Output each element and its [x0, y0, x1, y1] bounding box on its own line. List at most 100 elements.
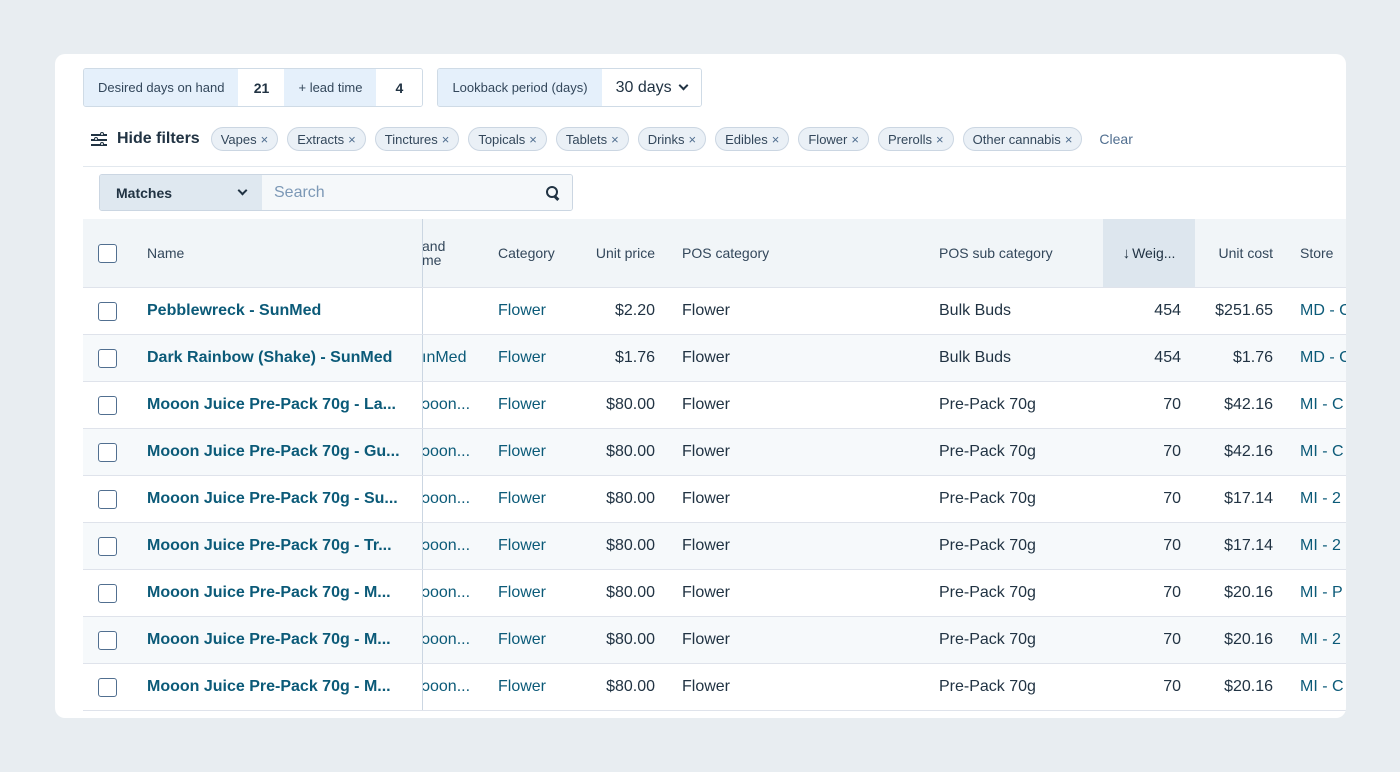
controls-row: Desired days on hand 21 + lead time 4 Lo… [83, 68, 702, 107]
row-category-link[interactable]: Flower [498, 490, 547, 507]
row-store-link[interactable]: MI - 2 [1300, 537, 1341, 554]
row-store-link[interactable]: MI - P [1300, 584, 1343, 601]
close-icon[interactable]: × [441, 131, 450, 147]
divider [83, 166, 1346, 167]
close-icon[interactable]: × [851, 131, 859, 147]
close-icon[interactable]: × [260, 131, 269, 147]
column-header-brand[interactable]: and me [422, 219, 482, 287]
table-row[interactable]: Mooon Juice Pre-Pack 70g - Su... ɔoon... F… [83, 476, 1346, 523]
row-checkbox[interactable] [98, 476, 118, 522]
row-store-link[interactable]: MD - C [1300, 349, 1346, 366]
hide-filters-button[interactable]: Hide filters [91, 130, 200, 148]
filter-chip[interactable]: Extracts × [287, 127, 366, 151]
row-name-link[interactable]: Mooon Juice Pre-Pack 70g - M... [147, 631, 391, 648]
column-header-unit-cost[interactable]: Unit cost [1218, 245, 1273, 261]
table-row[interactable]: Mooon Juice Pre-Pack 70g - Gu... ɔoon... F… [83, 429, 1346, 476]
row-store-link[interactable]: MI - 2 [1300, 490, 1341, 507]
row-category-link[interactable]: Flower [498, 631, 547, 648]
row-brand: ɔoon... [422, 443, 471, 460]
row-name-link[interactable]: Mooon Juice Pre-Pack 70g - Su... [147, 490, 398, 507]
close-icon[interactable]: × [529, 131, 537, 147]
row-name-link[interactable]: Mooon Juice Pre-Pack 70g - M... [147, 678, 391, 695]
close-icon[interactable]: × [1064, 131, 1073, 147]
row-checkbox[interactable] [98, 570, 118, 616]
row-checkbox[interactable] [98, 617, 118, 663]
row-name-link[interactable]: Pebblewreck - SunMed [147, 302, 322, 319]
row-category-link[interactable]: Flower [498, 678, 547, 695]
filter-chip[interactable]: Prerolls × [877, 127, 954, 151]
row-pos-category: Flower [682, 396, 731, 413]
row-name-link[interactable]: Mooon Juice Pre-Pack 70g - Tr... [147, 537, 392, 554]
column-header-store[interactable]: Store [1300, 245, 1334, 261]
row-checkbox[interactable] [98, 288, 118, 334]
row-pos-sub-category: Pre-Pack 70g [939, 631, 1036, 648]
row-pos-category: Flower [682, 631, 731, 648]
filter-chip[interactable]: Tinctures × [374, 127, 460, 151]
close-icon[interactable]: × [688, 131, 697, 147]
table-row[interactable]: Dark Rainbow (Shake) - SunMed ınMed Flower… [83, 335, 1346, 382]
row-checkbox[interactable] [98, 523, 118, 569]
row-unit-price: $80.00 [606, 584, 655, 601]
filter-chip[interactable]: Vapes × [210, 127, 279, 151]
table-row[interactable]: Mooon Juice Pre-Pack 70g - M... ɔoon... Fl… [83, 617, 1346, 664]
row-category-link[interactable]: Flower [498, 537, 547, 554]
lead-time-input[interactable]: 4 [376, 69, 423, 106]
row-store-link[interactable]: MI - C [1300, 678, 1344, 695]
table-row[interactable]: Mooon Juice Pre-Pack 70g - La... ɔoon... F… [83, 382, 1346, 429]
row-weight: 70 [1163, 584, 1181, 601]
row-pos-sub-category: Pre-Pack 70g [939, 396, 1036, 413]
row-store-link[interactable]: MI - C [1300, 443, 1344, 460]
table-row[interactable]: Mooon Juice Pre-Pack 70g - M... ɔoon... Fl… [83, 664, 1346, 711]
table-row[interactable]: Mooon Juice Pre-Pack 70g - M... ɔoon... Fl… [83, 570, 1346, 617]
search-input[interactable] [274, 183, 514, 202]
match-mode-select[interactable]: Matches [100, 175, 262, 210]
filter-chip-label: Tablets [565, 131, 608, 147]
filter-chip[interactable]: Edibles × [715, 127, 790, 151]
row-unit-price: $80.00 [606, 396, 655, 413]
row-name-link[interactable]: Mooon Juice Pre-Pack 70g - La... [147, 396, 396, 413]
row-checkbox[interactable] [98, 429, 118, 475]
row-pos-category: Flower [682, 678, 731, 695]
row-checkbox[interactable] [98, 335, 118, 381]
row-name-link[interactable]: Dark Rainbow (Shake) - SunMed [147, 349, 393, 366]
row-category-link[interactable]: Flower [498, 302, 547, 319]
row-store-link[interactable]: MD - C [1300, 302, 1346, 319]
clear-filters-link[interactable]: Clear [1099, 131, 1133, 147]
column-header-brand-line1: and [422, 238, 446, 254]
close-icon[interactable]: × [936, 131, 944, 147]
row-store-link[interactable]: MI - C [1300, 396, 1344, 413]
filter-chip[interactable]: Tablets × [555, 127, 629, 151]
column-header-name[interactable]: Name [147, 245, 185, 261]
close-icon[interactable]: × [611, 131, 619, 147]
row-name-link[interactable]: Mooon Juice Pre-Pack 70g - M... [147, 584, 391, 601]
close-icon[interactable]: × [348, 131, 356, 147]
filter-chip[interactable]: Topicals × [468, 127, 547, 151]
lookback-select[interactable]: 30 days [601, 69, 701, 106]
desired-days-input[interactable]: 21 [238, 69, 285, 106]
filter-chip[interactable]: Flower × [798, 127, 869, 151]
column-header-pos-category[interactable]: POS category [682, 245, 770, 261]
close-icon[interactable]: × [771, 131, 780, 147]
filter-chip-label: Edibles [725, 131, 768, 147]
column-header-weight[interactable]: ↓ Weig... [1103, 219, 1195, 287]
row-name-link[interactable]: Mooon Juice Pre-Pack 70g - Gu... [147, 443, 400, 460]
row-category-link[interactable]: Flower [498, 584, 547, 601]
table-row[interactable]: Pebblewreck - SunMed Flower $2.20 Flower Bul… [83, 288, 1346, 335]
row-unit-cost: $20.16 [1224, 678, 1273, 695]
filter-chip[interactable]: Drinks × [637, 127, 707, 151]
row-checkbox[interactable] [98, 664, 118, 710]
row-category-link[interactable]: Flower [498, 349, 547, 366]
search-bar: Matches [99, 174, 573, 211]
row-category-link[interactable]: Flower [498, 443, 547, 460]
filter-chip[interactable]: Other cannabis × [962, 127, 1083, 151]
column-header-pos-sub-category[interactable]: POS sub category [939, 245, 1053, 261]
select-all-checkbox[interactable] [98, 219, 118, 287]
row-category-link[interactable]: Flower [498, 396, 547, 413]
search-icon[interactable] [546, 185, 560, 200]
table-row[interactable]: Mooon Juice Pre-Pack 70g - Tr... ɔoon... F… [83, 523, 1346, 570]
row-pos-category: Flower [682, 443, 731, 460]
column-header-category[interactable]: Category [498, 245, 555, 261]
row-store-link[interactable]: MI - 2 [1300, 631, 1341, 648]
column-header-unit-price[interactable]: Unit price [595, 245, 655, 261]
row-checkbox[interactable] [98, 382, 118, 428]
